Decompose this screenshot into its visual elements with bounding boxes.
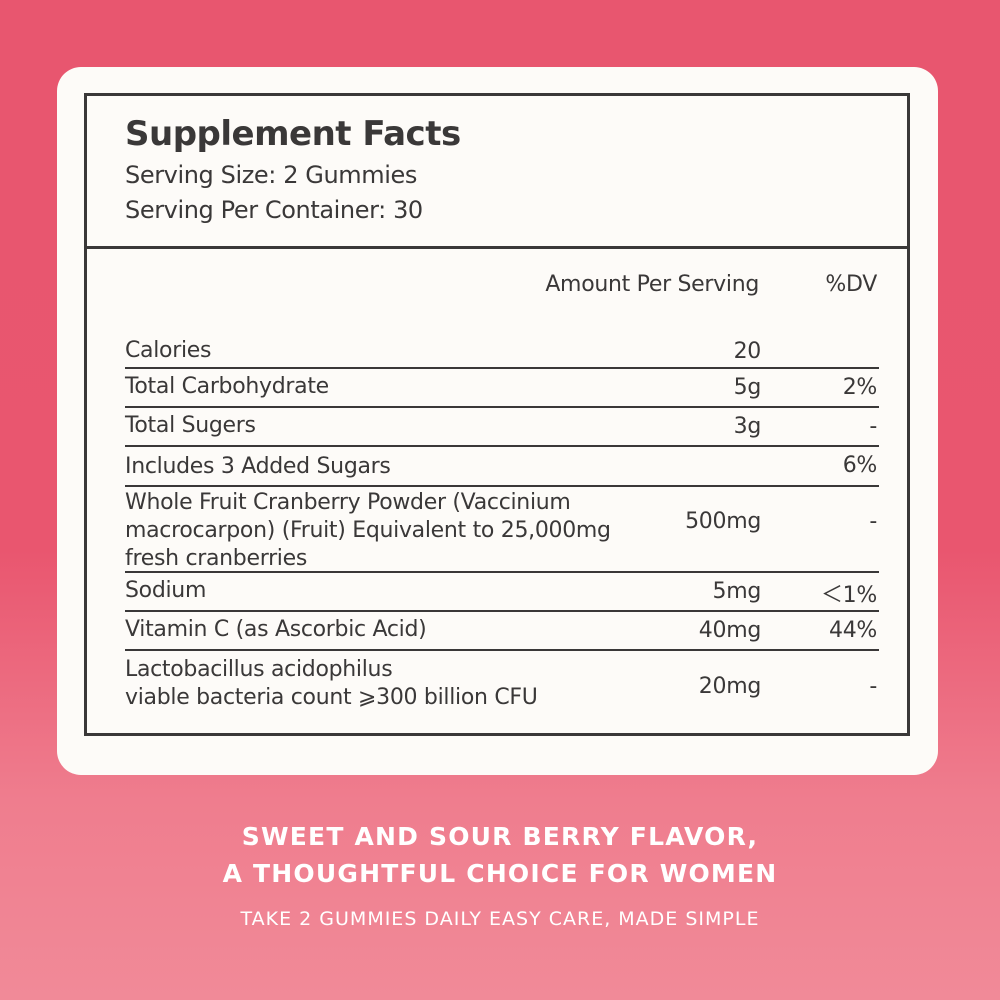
nutrient-amount: 5mg bbox=[712, 579, 762, 604]
dv-column-header: %DV bbox=[825, 272, 877, 297]
nutrient-name-line: macrocarpon) (Fruit) Equivalent to 25,00… bbox=[125, 518, 611, 543]
nutrient-name: Includes 3 Added Sugars bbox=[125, 454, 391, 479]
nutrient-name: Total Sugers bbox=[125, 413, 256, 438]
nutrient-name-line: Lactobacillus acidophilus bbox=[125, 657, 393, 682]
header-divider bbox=[87, 246, 907, 249]
nutrient-amount: 3g bbox=[733, 414, 762, 439]
nutrient-name: Total Carbohydrate bbox=[125, 374, 329, 399]
nutrient-name-line: fresh cranberries bbox=[125, 546, 308, 571]
facts-row-vitamin-c: Vitamin C (as Ascorbic Acid) 40mg 44% bbox=[125, 612, 879, 651]
nutrient-dv: 2% bbox=[842, 375, 878, 400]
facts-title: Supplement Facts bbox=[125, 114, 461, 154]
serving-size: Serving Size: 2 Gummies bbox=[125, 161, 417, 189]
nutrient-name-line: viable bacteria count ⩾300 billion CFU bbox=[125, 685, 538, 710]
nutrient-dv: ＜1% bbox=[820, 583, 877, 608]
nutrient-dv: 44% bbox=[829, 618, 877, 643]
servings-per-container: Serving Per Container: 30 bbox=[125, 196, 423, 224]
nutrient-amount: 5g bbox=[733, 375, 762, 400]
facts-row-lactobacillus: Lactobacillus acidophilus viable bacteri… bbox=[125, 651, 879, 721]
nutrient-dv: 6% bbox=[842, 453, 878, 478]
facts-row-sugars: Total Sugers 3g - bbox=[125, 408, 879, 447]
nutrient-amount: 500mg bbox=[685, 509, 761, 534]
tagline-line-2: A THOUGHTFUL CHOICE FOR WOMEN bbox=[222, 859, 778, 888]
facts-row-calories: Calories 20 bbox=[125, 335, 879, 369]
amount-column-header: Amount Per Serving bbox=[545, 272, 759, 297]
nutrient-dv: - bbox=[869, 414, 877, 439]
facts-row-sodium: Sodium 5mg ＜1% bbox=[125, 573, 879, 612]
nutrient-amount: 20mg bbox=[698, 674, 762, 699]
tagline-line-1: SWEET AND SOUR BERRY FLAVOR, bbox=[241, 822, 759, 851]
facts-card bbox=[57, 67, 938, 775]
nutrient-amount: 40mg bbox=[698, 618, 762, 643]
nutrient-dv: - bbox=[869, 509, 877, 534]
nutrient-name: Whole Fruit Cranberry Powder (Vaccinium … bbox=[125, 489, 611, 573]
nutrient-amount: 20 bbox=[733, 339, 762, 364]
nutrient-name: Sodium bbox=[125, 578, 207, 603]
facts-row-carbohydrate: Total Carbohydrate 5g 2% bbox=[125, 369, 879, 408]
nutrient-name-line: Whole Fruit Cranberry Powder (Vaccinium bbox=[125, 490, 571, 515]
nutrient-dv: - bbox=[869, 674, 877, 699]
nutrient-name: Vitamin C (as Ascorbic Acid) bbox=[125, 617, 427, 642]
facts-row-added-sugars: Includes 3 Added Sugars 6% bbox=[125, 447, 879, 487]
nutrient-name: Lactobacillus acidophilus viable bacteri… bbox=[125, 656, 538, 712]
nutrient-name: Calories bbox=[125, 338, 212, 363]
facts-row-cranberry-powder: Whole Fruit Cranberry Powder (Vaccinium … bbox=[125, 487, 879, 573]
supplement-facts-panel: Supplement Facts Serving Size: 2 Gummies… bbox=[84, 93, 910, 736]
tagline-subtext: TAKE 2 GUMMIES DAILY EASY CARE, MADE SIM… bbox=[240, 908, 760, 930]
